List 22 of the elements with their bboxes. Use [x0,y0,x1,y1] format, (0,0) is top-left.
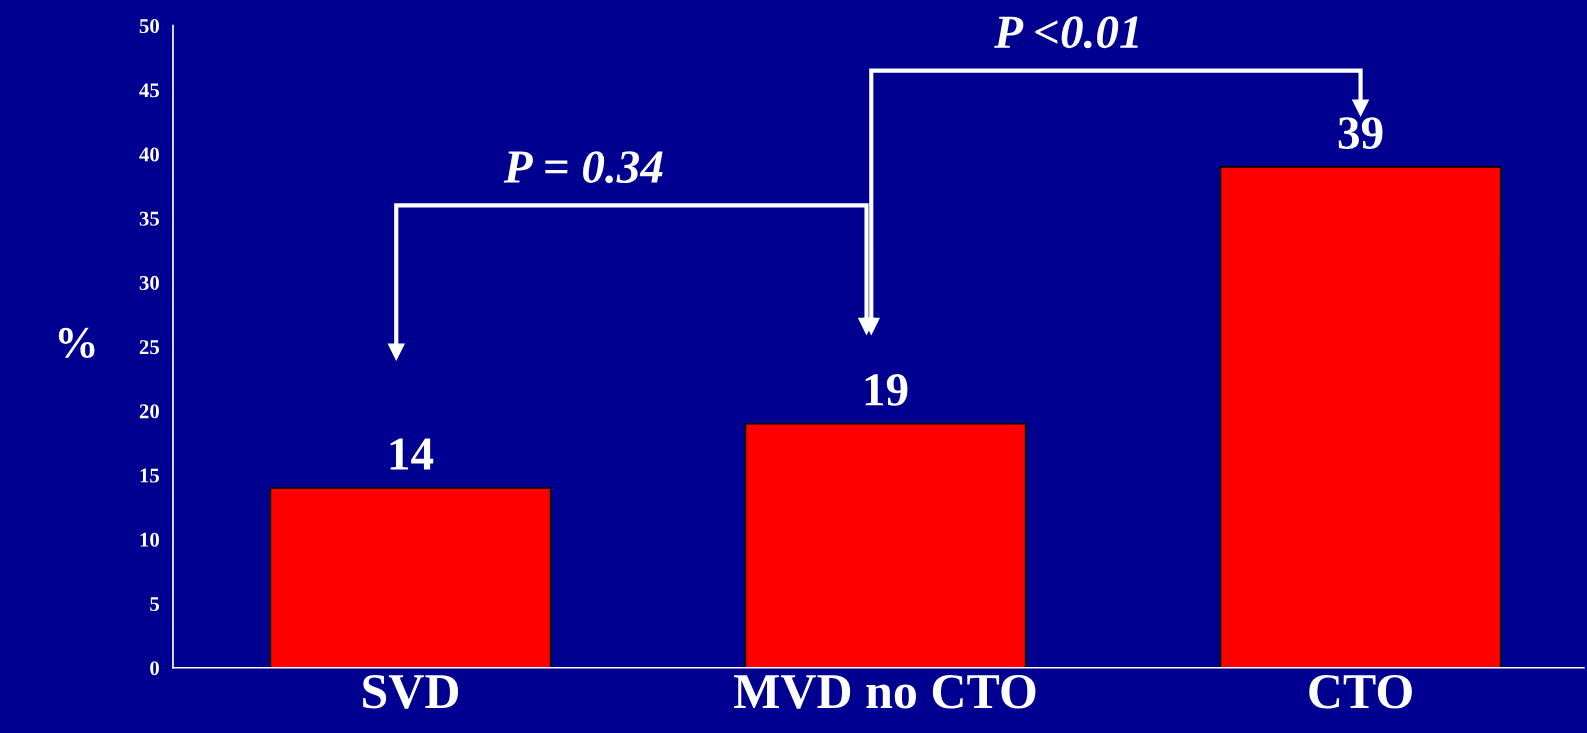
y-tick-label: 0 [150,661,159,676]
data-label: 39 [1338,117,1383,149]
y-tick-label: 30 [139,275,159,290]
bar [269,487,552,668]
y-axis-title: % [58,327,95,358]
x-tick-label: MVD no CTO [734,674,1036,709]
data-label: 14 [390,438,434,470]
y-tick-label: 35 [139,211,160,226]
y-tick-label: 45 [139,83,160,98]
y-tick-label: 15 [140,468,160,483]
y-tick-label: 10 [140,532,159,547]
bar [744,422,1027,668]
x-tick-label: CTO [1309,674,1412,709]
y-tick-label: 5 [150,597,160,611]
annotation: P = 0.34 [503,151,663,184]
annotation: P <0.01 [994,16,1138,49]
x-tick-label: SVD [363,674,459,709]
data-label: 19 [865,374,908,406]
y-tick-label: 20 [139,404,159,419]
y-tick-label: 40 [139,147,159,162]
y-tick-label: 25 [139,340,160,355]
y-tick-label: 50 [139,19,159,34]
